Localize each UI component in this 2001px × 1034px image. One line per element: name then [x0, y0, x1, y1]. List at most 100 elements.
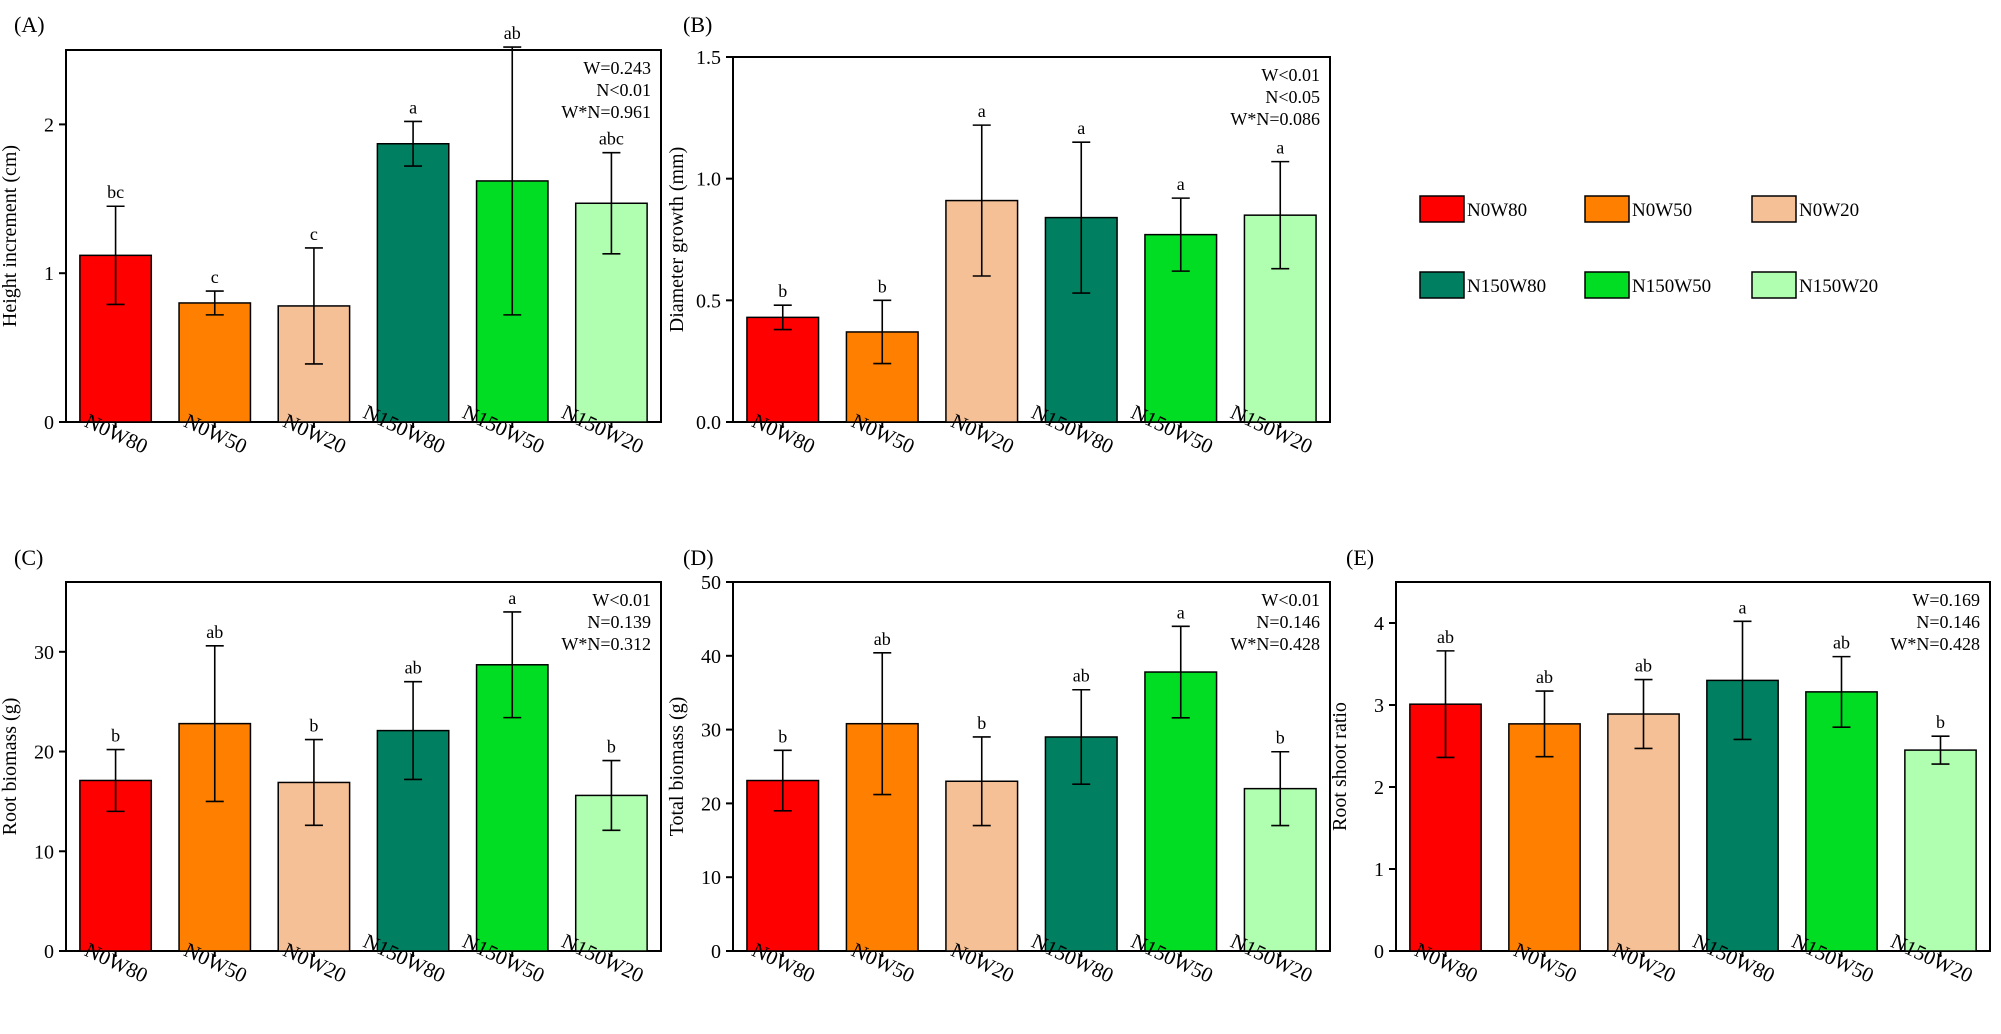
stat-line: W<0.01 — [1261, 65, 1320, 85]
significance-letter: b — [309, 716, 318, 736]
stat-line: N=0.139 — [587, 612, 651, 632]
legend-label: N0W50 — [1632, 200, 1692, 221]
bar — [1144, 233, 1218, 423]
y-tick-label: 20 — [701, 793, 721, 815]
significance-letter: b — [778, 281, 787, 301]
y-tick-label: 0 — [1374, 941, 1384, 963]
legend-item: N0W50 — [1584, 195, 1692, 223]
stat-line: W*N=0.428 — [1230, 634, 1320, 654]
panel-label: (A) — [14, 12, 45, 37]
plot-frame — [1395, 581, 1991, 952]
legend-item: N0W20 — [1751, 195, 1859, 223]
legend-swatch — [1751, 271, 1797, 299]
y-axis-title: Root biomass (g) — [0, 698, 21, 836]
legend-swatch — [1419, 271, 1465, 299]
y-tick-label: 1 — [1374, 859, 1384, 881]
significance-letter: ab — [206, 622, 223, 642]
stat-line: W<0.01 — [592, 590, 651, 610]
stat-line: N<0.01 — [596, 80, 651, 100]
significance-letter: ab — [1833, 633, 1850, 653]
y-tick-label: 30 — [34, 642, 54, 664]
bar — [178, 302, 252, 423]
y-tick-label: 4 — [1374, 613, 1384, 635]
significance-letter: b — [607, 737, 616, 757]
bar — [1904, 749, 1977, 952]
stat-line: W*N=0.086 — [1230, 109, 1320, 129]
panel-label: (D) — [683, 545, 714, 570]
y-tick-label: 10 — [34, 841, 54, 863]
y-tick-label: 20 — [34, 742, 54, 764]
legend-item: N0W80 — [1419, 195, 1527, 223]
significance-letter: c — [211, 267, 219, 287]
plot-frame — [732, 56, 1331, 423]
significance-letter: ab — [1536, 667, 1553, 687]
significance-letter: ab — [1073, 666, 1090, 686]
plot-frame — [732, 581, 1331, 952]
bar — [1607, 713, 1680, 952]
significance-letter: b — [111, 726, 120, 746]
legend-swatch — [1751, 195, 1797, 223]
y-axis-title: Root shoot ratio — [1329, 702, 1351, 831]
y-tick-label: 10 — [701, 867, 721, 889]
significance-letter: ab — [504, 23, 521, 43]
significance-letter: b — [977, 713, 986, 733]
legend-item: N150W50 — [1584, 271, 1711, 299]
significance-letter: b — [1276, 728, 1285, 748]
y-tick-label: 0.0 — [696, 412, 721, 434]
legend-swatch — [1419, 195, 1465, 223]
stat-line: W*N=0.961 — [561, 102, 651, 122]
legend-swatch — [1584, 195, 1630, 223]
y-axis-title: Height increment (cm) — [0, 145, 21, 327]
y-axis-title: Total biomass (g) — [666, 697, 688, 837]
significance-letter: a — [1276, 138, 1284, 158]
stat-line: W<0.01 — [1261, 590, 1320, 610]
y-tick-label: 40 — [701, 646, 721, 668]
significance-letter: a — [409, 97, 417, 117]
y-tick-label: 1 — [44, 263, 54, 285]
significance-letter: ab — [874, 629, 891, 649]
significance-letter: c — [310, 224, 318, 244]
legend: N0W80 N0W50 N0W20 N150W80 N150W50 N150W20 — [1419, 195, 1878, 299]
plot-frame — [65, 581, 662, 952]
stat-line: N<0.05 — [1265, 87, 1320, 107]
y-tick-label: 0 — [44, 412, 54, 434]
stat-line: W=0.169 — [1912, 590, 1980, 610]
significance-letter: ab — [405, 658, 422, 678]
y-tick-label: 1.5 — [696, 47, 721, 69]
y-tick-label: 30 — [701, 720, 721, 742]
legend-label: N150W20 — [1799, 276, 1878, 297]
stat-line: W=0.243 — [583, 58, 651, 78]
bar — [376, 142, 450, 423]
legend-label: N0W20 — [1799, 200, 1859, 221]
significance-letter: ab — [1635, 656, 1652, 676]
y-tick-label: 2 — [44, 114, 54, 136]
bar — [1805, 691, 1878, 952]
significance-letter: a — [1077, 118, 1085, 138]
y-tick-label: 0 — [44, 941, 54, 963]
legend-label: N150W50 — [1632, 276, 1711, 297]
plot-frame — [65, 49, 662, 423]
legend-label: N150W80 — [1467, 276, 1546, 297]
significance-letter: a — [1177, 602, 1185, 622]
stat-line: N=0.146 — [1916, 612, 1980, 632]
significance-letter: a — [978, 101, 986, 121]
stat-line: W*N=0.312 — [561, 634, 651, 654]
significance-letter: b — [778, 726, 787, 746]
significance-letter: a — [508, 588, 516, 608]
legend-item: N150W20 — [1751, 271, 1878, 299]
stat-line: W*N=0.428 — [1890, 634, 1980, 654]
panel-label: (B) — [683, 12, 712, 37]
bar — [746, 316, 820, 423]
panel-label: (E) — [1346, 545, 1374, 570]
y-tick-label: 2 — [1374, 777, 1384, 799]
y-tick-label: 3 — [1374, 695, 1384, 717]
significance-letter: a — [1739, 597, 1747, 617]
y-tick-label: 50 — [701, 572, 721, 594]
significance-letter: b — [1936, 712, 1945, 732]
y-tick-label: 0 — [711, 941, 721, 963]
